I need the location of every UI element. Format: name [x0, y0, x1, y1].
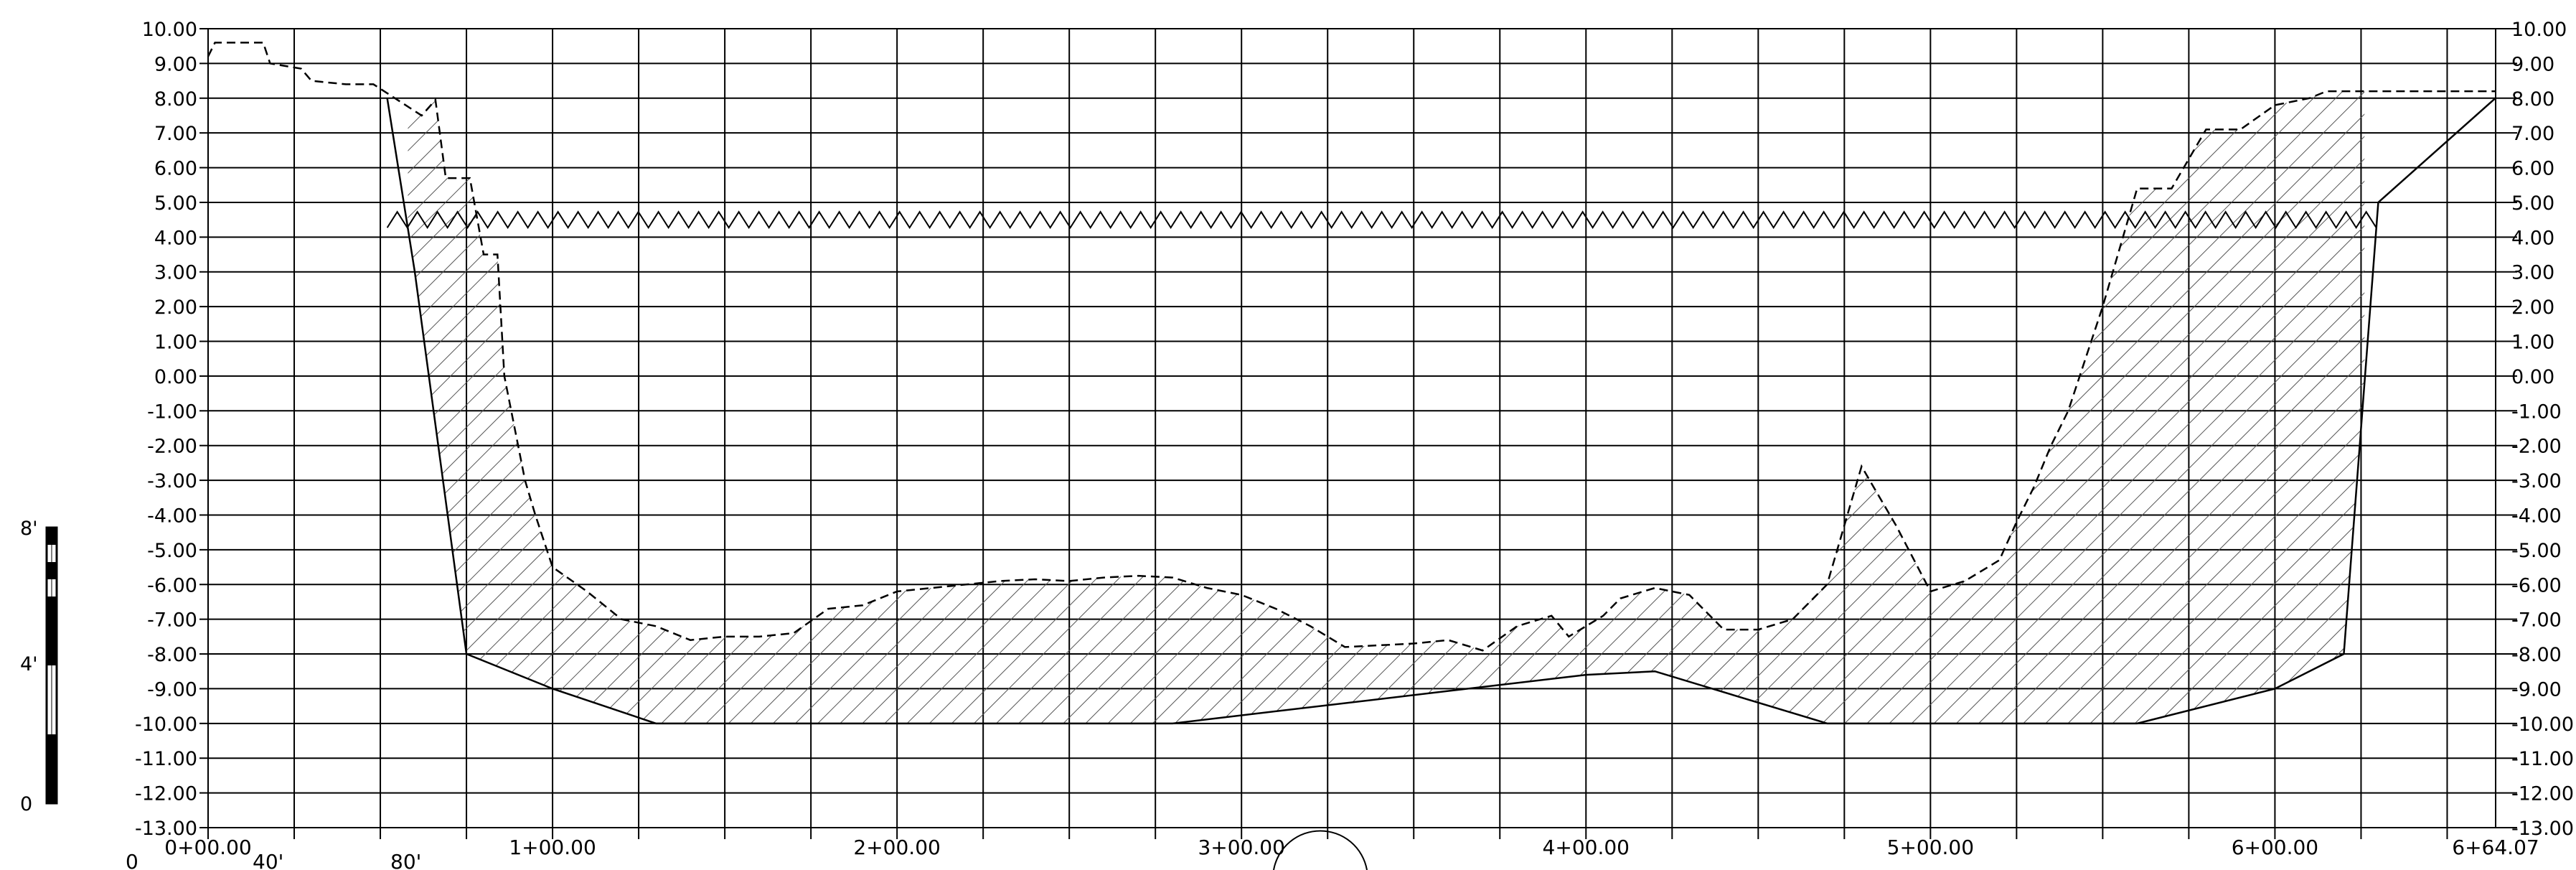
elevation-label: -8.00 — [2511, 644, 2562, 666]
distance-label-0: 0 — [126, 850, 138, 870]
elevation-label: 5.00 — [2511, 192, 2554, 215]
existing-ground-dashed — [207, 42, 2496, 652]
elevation-label: 2.00 — [2511, 296, 2554, 319]
elevation-label: 6.00 — [154, 158, 197, 180]
elevation-label: -9.00 — [2511, 678, 2562, 701]
elevation-label: 9.00 — [154, 53, 197, 75]
station-label: 5+00.00 — [1887, 836, 1974, 859]
elevation-label: -12.00 — [2511, 783, 2574, 805]
elevation-label: 7.00 — [154, 123, 197, 145]
elevation-label: -3.00 — [2511, 470, 2562, 492]
elevation-label: -10.00 — [135, 714, 197, 736]
station-axis: 0+00.00 1+00.00 2+00.00 3+00.00 4+00.00 5+00.… — [164, 836, 2539, 859]
station-label: 1+00.00 — [509, 836, 596, 859]
water-surface-line — [386, 210, 2377, 230]
elevation-label: 9.00 — [2511, 53, 2554, 75]
station-label: 3+00.00 — [1198, 836, 1284, 859]
elevation-label: 0.00 — [2511, 366, 2554, 388]
profile-lines — [207, 42, 2496, 725]
station-label: 6+00.00 — [2232, 836, 2318, 859]
elevation-label: -7.00 — [147, 609, 197, 632]
elevation-label: -12.00 — [135, 783, 197, 805]
elevation-label: -6.00 — [147, 574, 197, 597]
design-section-solid — [386, 97, 2496, 725]
elevation-label: -13.00 — [135, 818, 197, 840]
elevation-label: -11.00 — [2511, 748, 2574, 770]
elevation-label: -6.00 — [2511, 574, 2562, 597]
elevation-label: -13.00 — [2511, 818, 2574, 840]
elevation-label: 7.00 — [2511, 123, 2554, 145]
elevation-label: -10.00 — [2511, 714, 2574, 736]
north-arrow-circle-partial — [1273, 830, 1368, 870]
elevation-label: -7.00 — [2511, 609, 2562, 632]
station-label: 0+00.00 — [164, 836, 251, 859]
elevation-label: 1.00 — [2511, 332, 2554, 354]
elevation-label: 0.00 — [154, 366, 197, 388]
elevation-label: -3.00 — [147, 470, 197, 492]
elevation-label: -2.00 — [2511, 436, 2562, 458]
elevation-label: 4.00 — [2511, 227, 2554, 249]
hatch-area — [408, 91, 2365, 724]
distance-label-80: 80' — [390, 850, 421, 870]
elevation-label: -8.00 — [147, 644, 197, 666]
elevation-label: -4.00 — [147, 505, 197, 527]
elevation-label: -5.00 — [147, 540, 197, 562]
elevation-label: 3.00 — [154, 262, 197, 284]
elevation-label: 6.00 — [2511, 158, 2554, 180]
elevation-label: 8.00 — [2511, 88, 2554, 111]
elevation-axis-left: 10.00 9.00 8.00 7.00 6.00 5.00 4.00 3.00 2.00 1.0… — [135, 19, 208, 840]
scale-bar: 8' 4' 0 — [20, 518, 58, 815]
elevation-label: 1.00 — [154, 332, 197, 354]
scale-label-zero: 0 — [20, 793, 32, 815]
scale-label-top: 8' — [20, 518, 38, 540]
elevation-label: -4.00 — [2511, 505, 2562, 527]
water-zigzag — [386, 210, 2377, 230]
elevation-label: -2.00 — [147, 436, 197, 458]
elevation-label: 8.00 — [154, 88, 197, 111]
elevation-label: -1.00 — [147, 401, 197, 423]
elevation-label: -9.00 — [147, 678, 197, 701]
elevation-label: -11.00 — [135, 748, 197, 770]
elevation-axis-right: 10.00 9.00 8.00 7.00 6.00 5.00 4.00 3.00 2.00 1.0… — [2496, 19, 2574, 840]
scale-label-mid: 4' — [20, 653, 38, 675]
elevation-label: 4.00 — [154, 227, 197, 249]
station-label: 4+00.00 — [1543, 836, 1630, 859]
station-label: 6+64.07 — [2452, 836, 2539, 859]
cut-fill-hatch — [408, 91, 2365, 724]
elevation-label: 10.00 — [2511, 19, 2567, 41]
elevation-label: 2.00 — [154, 296, 197, 319]
elevation-label: 10.00 — [142, 19, 197, 41]
elevation-label: -1.00 — [2511, 401, 2562, 423]
station-label: 2+00.00 — [853, 836, 940, 859]
elevation-label: -5.00 — [2511, 540, 2562, 562]
elevation-label: 3.00 — [2511, 262, 2554, 284]
elevation-label: 5.00 — [154, 192, 197, 215]
distance-label-40: 40' — [253, 850, 283, 870]
